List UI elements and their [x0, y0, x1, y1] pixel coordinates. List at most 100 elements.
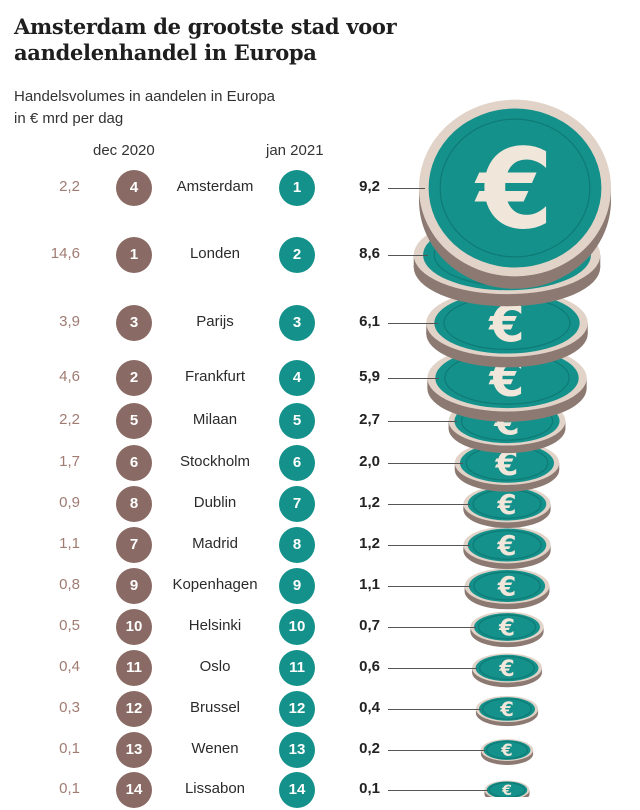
- city-label: Stockholm: [179, 453, 251, 470]
- table-row: 14,6 1 Londen 2 8,6: [0, 235, 640, 275]
- value-dec-2020: 0,3: [59, 699, 80, 716]
- city-label: Madrid: [192, 535, 238, 552]
- rank-badge-jan-2021: 1: [279, 170, 315, 206]
- value-jan-2021: 0,4: [359, 699, 380, 716]
- leader-line: [388, 668, 478, 669]
- coin-marker: €: [472, 653, 542, 688]
- coin-marker: €: [419, 99, 611, 289]
- value-jan-2021: 0,2: [359, 740, 380, 757]
- rank-badge-jan-2021: 5: [279, 403, 315, 439]
- city-label: Kopenhagen: [172, 576, 258, 593]
- value-dec-2020: 1,7: [59, 453, 80, 470]
- city-label: Dublin: [193, 494, 237, 511]
- leader-line: [388, 378, 440, 379]
- euro-icon: €: [501, 783, 512, 797]
- rank-badge-jan-2021: 10: [279, 609, 315, 645]
- rank-badge-jan-2021: 8: [279, 527, 315, 563]
- table-row: 0,1 13 Wenen 13 0,2: [0, 730, 640, 770]
- city-label: Londen: [189, 245, 241, 262]
- value-dec-2020: 0,5: [59, 617, 80, 634]
- city-label: Frankfurt: [184, 368, 245, 385]
- table-row: 0,3 12 Brussel 12 0,4: [0, 689, 640, 729]
- table-row: 1,7 6 Stockholm 6 2,0: [0, 443, 640, 483]
- table-row: 1,1 7 Madrid 8 1,2: [0, 525, 640, 565]
- city-label: Amsterdam: [176, 178, 254, 195]
- value-dec-2020: 14,6: [50, 245, 80, 262]
- value-dec-2020: 0,9: [59, 494, 80, 511]
- city-label: Lissabon: [184, 780, 246, 797]
- coin-marker: €: [475, 695, 539, 727]
- rank-badge-jan-2021: 7: [279, 486, 315, 522]
- value-dec-2020: 0,8: [59, 576, 80, 593]
- value-jan-2021: 0,7: [359, 617, 380, 634]
- rank-badge-jan-2021: 11: [279, 650, 315, 686]
- chart-subtitle: Handelsvolumes in aandelen in Europa: [14, 88, 276, 105]
- table-row: 4,6 2 Frankfurt 4 5,9: [0, 358, 640, 398]
- euro-icon: €: [498, 615, 515, 641]
- rank-badge-dec-2020: 10: [116, 609, 152, 645]
- leader-line: [388, 790, 488, 791]
- rank-badge-dec-2020: 1: [116, 237, 152, 273]
- value-jan-2021: 2,0: [359, 453, 380, 470]
- value-dec-2020: 2,2: [59, 178, 80, 195]
- value-jan-2021: 5,9: [359, 368, 380, 385]
- leader-line: [388, 750, 485, 751]
- chart-unit-label: in € mrd per dag: [14, 110, 124, 127]
- value-jan-2021: 0,6: [359, 658, 380, 675]
- rank-badge-jan-2021: 6: [279, 445, 315, 481]
- city-label: Helsinki: [188, 617, 242, 634]
- column-header-jan-2021: jan 2021: [266, 142, 324, 159]
- leader-line: [388, 545, 470, 546]
- coin-marker: €: [480, 739, 534, 765]
- chart-title: Amsterdam de grootste stad voor aandelen…: [14, 14, 397, 65]
- value-jan-2021: 6,1: [359, 313, 380, 330]
- euro-icon: €: [497, 572, 517, 603]
- coin-marker: €: [454, 441, 560, 492]
- leader-line: [388, 709, 481, 710]
- value-dec-2020: 1,1: [59, 535, 80, 552]
- coin-marker: €: [484, 780, 530, 797]
- euro-icon: €: [495, 444, 519, 483]
- rank-badge-jan-2021: 13: [279, 732, 315, 768]
- euro-icon: €: [496, 531, 516, 562]
- euro-icon: €: [499, 698, 514, 721]
- value-jan-2021: 1,1: [359, 576, 380, 593]
- table-row: 2,2 4 Amsterdam 1 9,2: [0, 168, 640, 208]
- leader-line: [388, 188, 426, 189]
- leader-line: [388, 255, 428, 256]
- rank-badge-dec-2020: 2: [116, 360, 152, 396]
- table-row: 0,8 9 Kopenhagen 9 1,1: [0, 566, 640, 606]
- coin-marker: €: [463, 526, 551, 569]
- city-label: Oslo: [199, 658, 231, 675]
- coin-marker: €: [463, 485, 551, 528]
- rank-badge-jan-2021: 4: [279, 360, 315, 396]
- city-label: Wenen: [191, 740, 239, 757]
- rank-badge-dec-2020: 6: [116, 445, 152, 481]
- rank-badge-dec-2020: 7: [116, 527, 152, 563]
- table-row: 0,1 14 Lissabon 14 0,1: [0, 770, 640, 810]
- value-dec-2020: 0,1: [59, 740, 80, 757]
- coin-marker: €: [470, 611, 544, 648]
- rank-badge-jan-2021: 9: [279, 568, 315, 604]
- value-jan-2021: 2,7: [359, 411, 380, 428]
- rank-badge-dec-2020: 5: [116, 403, 152, 439]
- table-row: 0,4 11 Oslo 11 0,6: [0, 648, 640, 688]
- rank-badge-jan-2021: 2: [279, 237, 315, 273]
- coin-marker: €: [426, 289, 588, 368]
- city-label: Parijs: [196, 313, 234, 330]
- euro-icon: €: [474, 127, 554, 255]
- rank-badge-dec-2020: 13: [116, 732, 152, 768]
- rank-badge-dec-2020: 4: [116, 170, 152, 206]
- euro-icon: €: [496, 490, 516, 521]
- city-label: Milaan: [192, 411, 238, 428]
- rank-badge-jan-2021: 3: [279, 305, 315, 341]
- value-dec-2020: 3,9: [59, 313, 80, 330]
- value-dec-2020: 0,1: [59, 780, 80, 797]
- value-dec-2020: 2,2: [59, 411, 80, 428]
- rank-badge-dec-2020: 8: [116, 486, 152, 522]
- euro-icon: €: [500, 741, 512, 760]
- leader-line: [388, 463, 463, 464]
- table-row: 3,9 3 Parijs 3 6,1: [0, 303, 640, 343]
- table-row: 0,5 10 Helsinki 10 0,7: [0, 607, 640, 647]
